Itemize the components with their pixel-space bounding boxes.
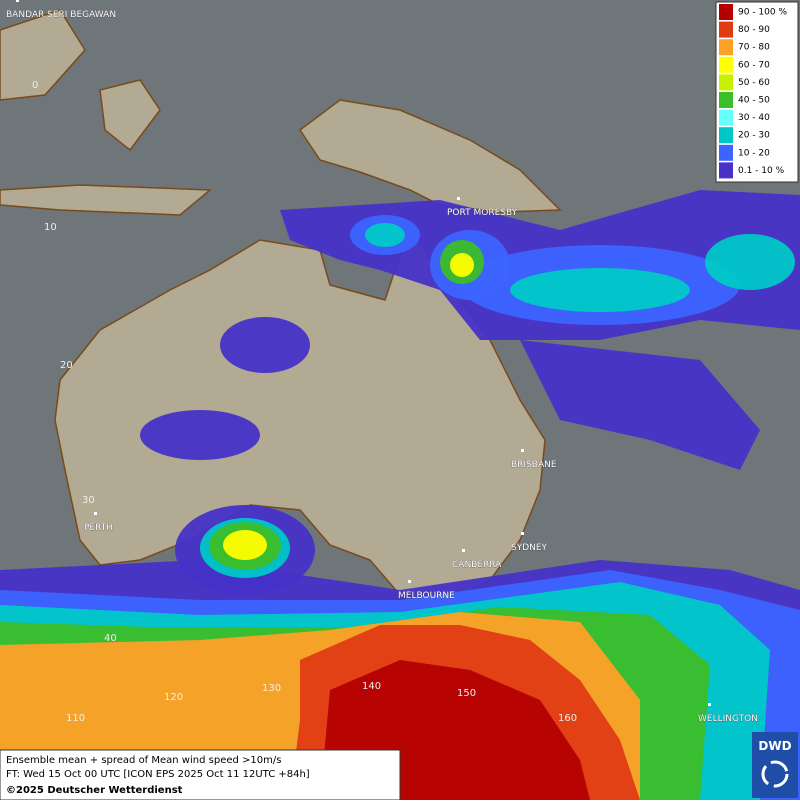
place-marker [462,549,465,552]
legend-label: 70 - 80 [738,43,770,53]
legend-label: 90 - 100 % [738,8,787,18]
legend-swatch [719,39,733,56]
footer-time: FT: Wed 15 Oct 00 UTC [ICON EPS 2025 Oct… [6,769,310,780]
place-label: WELLINGTON [698,714,758,724]
grid-label: 120 [164,692,183,703]
legend-label: 50 - 60 [738,78,770,88]
grid-label: 130 [262,683,281,694]
legend-swatch [719,162,733,179]
place-label: SYDNEY [511,543,548,553]
grid-label: 110 [66,713,85,724]
grid-label: 0 [32,80,38,91]
legend: 90 - 100 % 80 - 90 70 - 80 60 - 70 50 - 60 40… [715,1,799,183]
legend-label: 80 - 90 [738,25,770,35]
footer-box [0,749,401,801]
legend-swatch [719,127,733,144]
place-label: CANBERRA [452,560,502,570]
legend-swatch [719,74,733,91]
place-marker [521,449,524,452]
place-label: BANDAR SERI BEGAWAN [6,10,116,20]
place-label: PORT MORESBY [447,208,518,218]
legend-label: 60 - 70 [738,60,770,70]
place-marker [94,512,97,515]
grid-label: 10 [44,222,57,233]
grid-label: 150 [457,688,476,699]
grid-label: 140 [362,681,381,692]
legend-swatch [719,4,733,20]
legend-label: 10 - 20 [738,148,770,158]
place-label: PERTH [84,523,113,533]
logo-swirl [761,760,789,788]
grid-label: 30 [82,495,95,506]
legend-label: 20 - 30 [738,131,770,141]
footer-title: Ensemble mean + spread of Mean wind spee… [6,755,281,766]
legend-swatch [719,144,733,161]
legend-label: 30 - 40 [738,113,770,123]
place-marker [16,0,19,2]
legend-label: 40 - 50 [738,96,770,106]
place-marker [457,197,460,200]
place-marker [708,703,711,706]
place-marker [408,580,411,583]
legend-swatch [719,109,733,126]
footer-copyright: ©2025 Deutscher Wetterdienst [6,785,183,796]
grid-label: 160 [558,713,577,724]
legend-swatch [719,21,733,38]
grid-label: 40 [104,633,117,644]
legend-swatch [719,56,733,73]
place-marker [521,532,524,535]
place-label: BRISBANE [511,460,557,470]
labels: BANDAR SERI BEGAWAN PORT MORESBY BRISBANE P… [6,0,758,724]
logo: DWD [758,739,791,753]
grid-label: 20 [60,360,73,371]
legend-swatch [719,92,733,108]
place-label: MELBOURNE [398,591,455,601]
legend-label: 0.1 - 10 % [738,166,785,176]
